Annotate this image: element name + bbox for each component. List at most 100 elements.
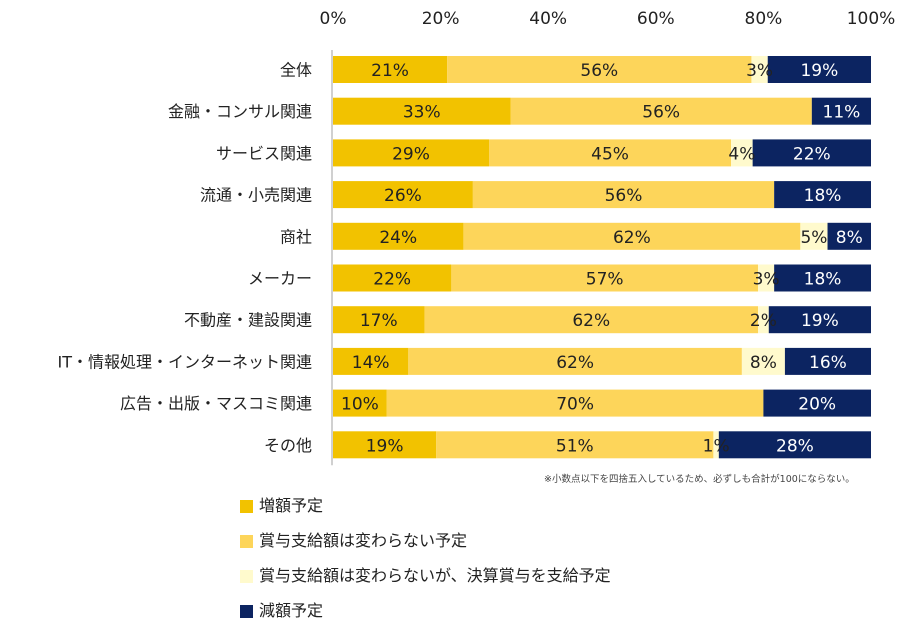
x-tick-label: 20% (422, 9, 460, 29)
data-label-unchanged: 62% (572, 311, 610, 331)
category-label: その他 (264, 436, 312, 455)
legend-item-unchanged: 賞与支給額は変わらない予定 (240, 521, 611, 556)
data-label-unchanged: 62% (613, 228, 651, 248)
bar-segment-unchanged (447, 56, 752, 83)
data-label-unchanged: 62% (556, 353, 594, 373)
bar-row: 14% 62% 8% 16% (333, 347, 871, 375)
bar-segment-increase (333, 306, 425, 334)
legend-item-increase: 増額予定 (240, 486, 611, 521)
bar-segment-settlement-bonus (713, 431, 719, 459)
bar-segment-decrease (827, 222, 871, 250)
data-label-increase: 10% (341, 395, 379, 415)
bar-segment-settlement-bonus (751, 56, 768, 83)
bar-row: 29% 45% 4% 22% (333, 139, 871, 167)
bar-segment-increase (333, 139, 490, 167)
bar-row: 21% 56% 3% 19% (333, 56, 871, 83)
bar-segment-increase (333, 264, 452, 292)
data-label-decrease: 16% (809, 353, 847, 373)
category-label: 流通・小売関連 (200, 186, 312, 205)
data-label-decrease: 19% (801, 311, 839, 331)
bar-segment-settlement-bonus (800, 222, 828, 250)
bar-segment-unchanged (436, 431, 714, 459)
bar-segment-unchanged (472, 181, 775, 209)
legend-swatch (240, 535, 253, 548)
bar-segment-decrease (718, 431, 871, 459)
category-label: IT・情報処理・インターネット関連 (58, 352, 313, 371)
bar-row: 22% 57% 3% 18% (333, 264, 871, 292)
bar-segment-increase (333, 347, 409, 375)
data-label-decrease: 11% (823, 103, 861, 123)
bar-segment-settlement-bonus (758, 264, 775, 292)
bar-segment-decrease (767, 56, 871, 83)
bar-segment-decrease (763, 389, 871, 417)
bar-row: 17% 62% 2% 19% (333, 306, 871, 334)
bar-segment-increase (333, 431, 437, 459)
bar-segment-decrease (752, 139, 871, 167)
data-label-increase: 24% (379, 228, 417, 248)
data-label-settlement-bonus: 3% (753, 270, 780, 290)
data-label-unchanged: 56% (605, 186, 643, 206)
category-label: 広告・出版・マスコミ関連 (120, 394, 312, 413)
bar-segment-settlement-bonus (731, 139, 753, 167)
data-label-unchanged: 56% (580, 61, 618, 81)
bar-segment-increase (333, 222, 464, 250)
bar-segment-unchanged (451, 264, 759, 292)
data-label-settlement-bonus: 3% (746, 61, 773, 81)
bar-segment-decrease (811, 97, 871, 125)
data-label-decrease: 28% (776, 436, 814, 456)
data-label-unchanged: 57% (586, 270, 624, 290)
bar-segment-increase (333, 181, 473, 209)
legend-swatch (240, 605, 253, 618)
data-label-increase: 22% (373, 270, 411, 290)
bar-segment-unchanged (463, 222, 801, 250)
bar-segment-unchanged (424, 306, 759, 334)
category-label: 商社 (280, 227, 312, 246)
bar-segment-unchanged (489, 139, 732, 167)
bar-segment-decrease (774, 264, 871, 292)
bar-segment-increase (333, 97, 511, 125)
bar-segment-unchanged (408, 347, 742, 375)
bar-segment-unchanged (510, 97, 812, 125)
data-label-settlement-bonus: 8% (750, 353, 777, 373)
data-label-increase: 33% (403, 103, 441, 123)
data-label-increase: 26% (384, 186, 422, 206)
bar-segment-settlement-bonus (741, 347, 785, 375)
data-label-increase: 17% (360, 311, 398, 331)
legend-label: 賞与支給額は変わらない予定 (259, 530, 468, 550)
bar-segment-unchanged (386, 389, 764, 417)
data-label-decrease: 19% (800, 61, 838, 81)
data-label-unchanged: 56% (642, 103, 680, 123)
bar-row: 10% 70% 20% (333, 389, 871, 417)
bar-segment-increase (333, 56, 448, 83)
data-label-decrease: 18% (804, 186, 842, 206)
legend-swatch (240, 500, 253, 513)
x-tick-label: 100% (847, 9, 896, 29)
data-label-unchanged: 45% (591, 144, 629, 164)
legend-label: 増額予定 (259, 495, 324, 515)
x-tick-label: 60% (637, 9, 675, 29)
bar-segment-decrease (784, 347, 871, 375)
data-label-settlement-bonus: 2% (750, 311, 777, 331)
legend: 増額予定 賞与支給額は変わらない予定 賞与支給額は変わらないが、決算賞与を支給予… (240, 486, 611, 626)
bar-segment-settlement-bonus (758, 306, 769, 334)
legend-label: 減額予定 (259, 600, 324, 620)
bar-segment-increase (333, 389, 387, 417)
x-tick-label: 0% (320, 9, 347, 29)
data-label-unchanged: 51% (556, 436, 594, 456)
bar-row: 24% 62% 5% 8% (333, 222, 871, 250)
legend-item-unchanged-with-settlement-bonus: 賞与支給額は変わらないが、決算賞与を支給予定 (240, 556, 611, 591)
category-label: 金融・コンサル関連 (168, 102, 312, 121)
x-tick-label: 80% (745, 9, 783, 29)
data-label-increase: 14% (352, 353, 390, 373)
data-label-decrease: 18% (804, 270, 842, 290)
legend-label: 賞与支給額は変わらないが、決算賞与を支給予定 (259, 565, 611, 585)
data-label-increase: 19% (366, 436, 404, 456)
category-label: 不動産・建設関連 (184, 311, 312, 330)
data-label-increase: 21% (371, 61, 409, 81)
bar-segment-decrease (768, 306, 871, 334)
legend-swatch (240, 570, 253, 583)
category-label: 全体 (280, 61, 312, 80)
category-label: メーカー (248, 269, 312, 288)
